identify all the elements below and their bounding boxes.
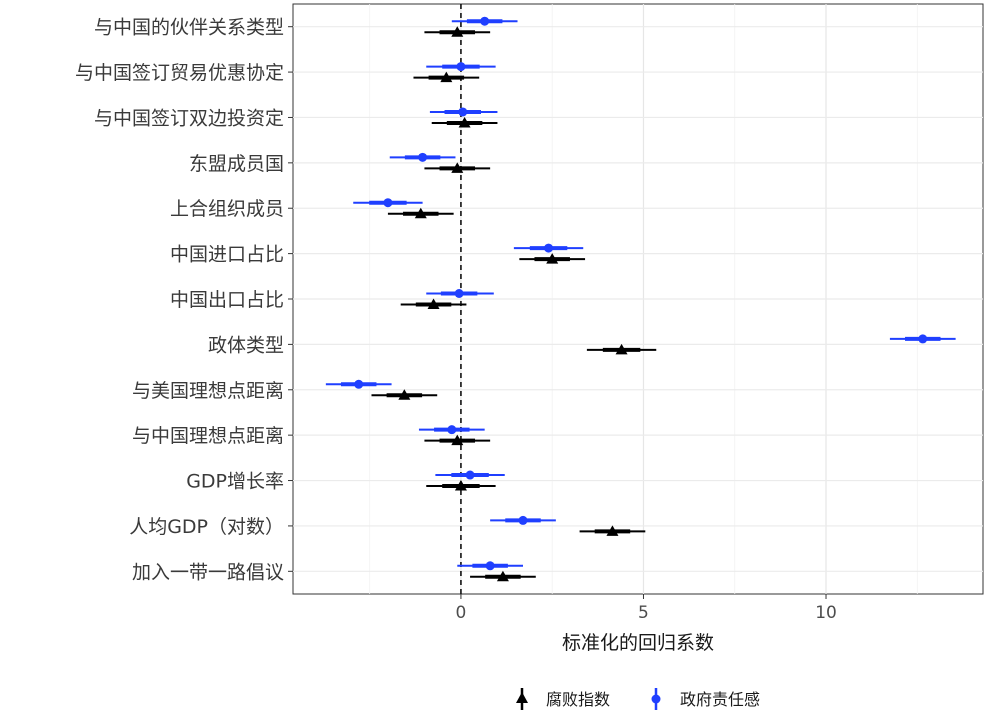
x-axis-ticks: 0 5 10 — [456, 594, 837, 623]
y-category-label: 人均GDP（对数） — [129, 516, 284, 538]
legend-circle-icon — [651, 694, 661, 704]
estimate-circle-point — [418, 152, 428, 162]
legend: 腐败指数 政府责任感 — [516, 688, 760, 710]
estimate-circle-point — [485, 561, 495, 571]
estimate-circle-point — [465, 470, 475, 480]
estimate-triangle-point — [414, 207, 427, 219]
estimate-triangle-point — [451, 162, 464, 173]
estimate-triangle-point — [606, 525, 619, 536]
estimate-triangle-point — [398, 389, 411, 400]
estimate-triangle-point — [440, 71, 453, 83]
y-category-label: 与中国签订贸易优惠协定 — [75, 62, 284, 84]
y-category-label: GDP增长率 — [186, 471, 284, 493]
y-category-label: 中国出口占比 — [170, 289, 284, 311]
x-tick-label: 5 — [638, 603, 649, 623]
estimate-circle-point — [383, 198, 393, 208]
estimate-triangle-point — [427, 298, 440, 309]
y-category-label: 中国进口占比 — [170, 244, 284, 266]
estimate-circle-point — [456, 62, 466, 72]
estimate-circle-point — [354, 379, 364, 389]
x-axis-title: 标准化的回归系数 — [562, 632, 714, 654]
estimate-triangle-point — [451, 434, 464, 446]
estimate-triangle-point — [546, 253, 559, 264]
y-category-label: 政体类型 — [208, 334, 284, 356]
y-axis-labels: 与中国的伙伴关系类型与中国签订贸易优惠协定与中国签订双边投资定东盟成员国上合组织… — [75, 17, 293, 583]
legend-triangle-icon — [516, 692, 528, 703]
series-corruption-index — [371, 26, 657, 582]
y-category-label: 与中国的伙伴关系类型 — [94, 17, 284, 39]
legend-item: 腐败指数 — [516, 688, 610, 710]
estimate-triangle-point — [458, 116, 471, 128]
y-category-label: 与中国签订双边投资定 — [94, 107, 284, 129]
legend-item: 政府责任感 — [651, 688, 760, 710]
estimate-triangle-point — [454, 480, 467, 491]
y-category-label: 与美国理想点距离 — [132, 380, 284, 402]
x-tick-label: 10 — [815, 603, 837, 623]
y-category-label: 上合组织成员 — [170, 198, 284, 220]
legend-label: 政府责任感 — [680, 690, 760, 709]
series-government-responsibility — [325, 16, 956, 571]
y-category-label: 东盟成员国 — [189, 153, 284, 175]
estimate-circle-point — [447, 425, 457, 435]
estimate-triangle-point — [496, 570, 509, 582]
series-marks — [325, 16, 956, 582]
grid-lines — [293, 4, 983, 594]
x-tick-label: 0 — [456, 603, 467, 623]
estimate-circle-point — [544, 243, 554, 253]
y-category-label: 与中国理想点距离 — [132, 425, 284, 447]
estimate-circle-point — [454, 289, 464, 298]
estimate-triangle-point — [615, 343, 628, 355]
estimate-triangle-point — [451, 26, 464, 37]
y-category-label: 加入一带一路倡议 — [132, 561, 284, 583]
estimate-circle-point — [518, 515, 528, 525]
legend-label: 腐败指数 — [546, 690, 610, 709]
estimate-circle-point — [458, 107, 468, 117]
estimate-circle-point — [918, 334, 928, 344]
estimate-circle-point — [480, 16, 490, 26]
